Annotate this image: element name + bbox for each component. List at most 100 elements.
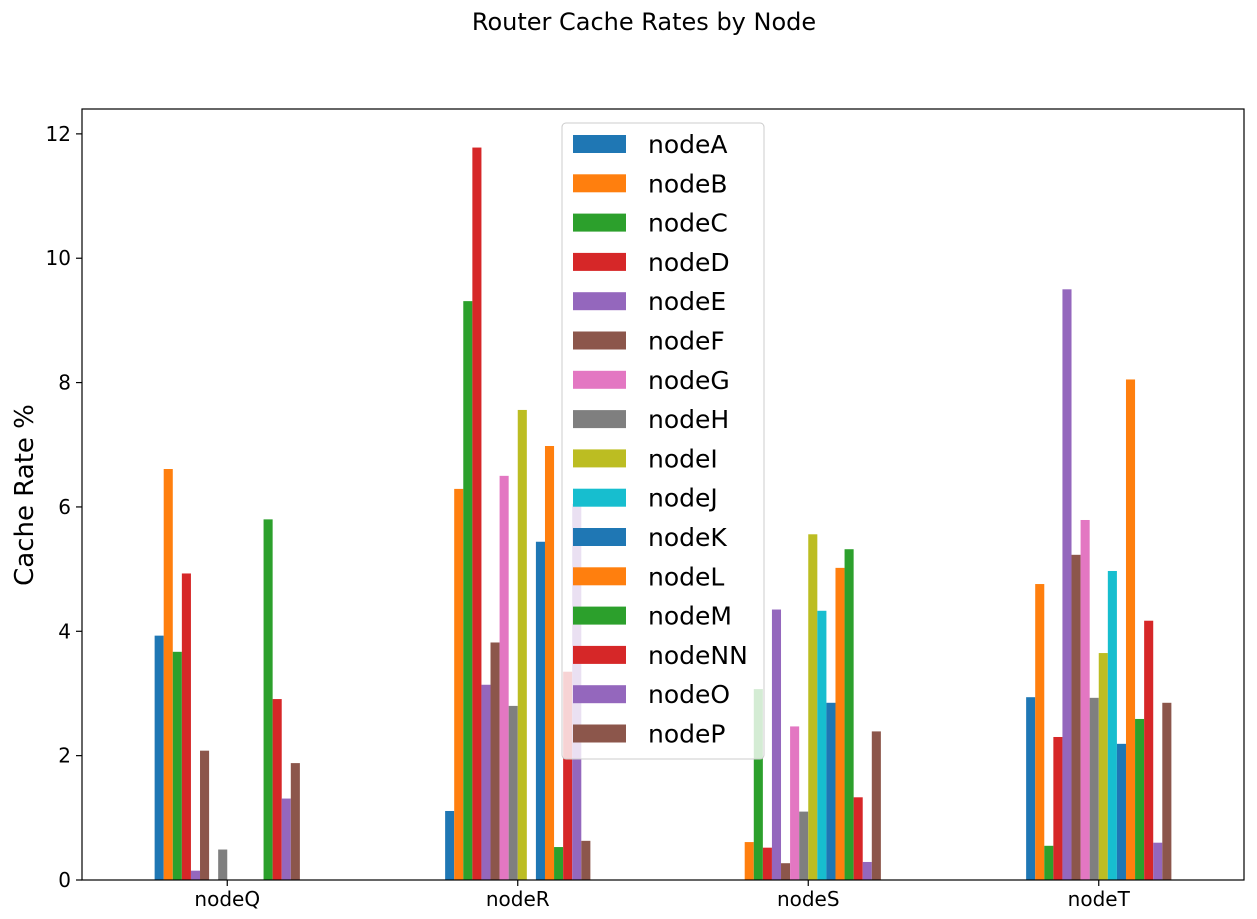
bars-group (154, 147, 1172, 881)
y-tick-label: 2 (58, 744, 71, 768)
bar-nodeE-nodeT (1062, 289, 1072, 880)
y-tick-label: 12 (46, 122, 71, 146)
bar-nodeA-nodeQ (154, 635, 164, 880)
x-axis: nodeQ nodeR nodeS nodeT (194, 880, 1131, 911)
legend-swatch-nodeM (573, 606, 626, 625)
y-axis: 0 2 4 6 8 10 12 (46, 122, 82, 892)
bar-nodeD-nodeS (762, 847, 772, 880)
bar-nodeI-nodeT (1098, 653, 1108, 880)
bar-nodeP-nodeQ (290, 763, 300, 880)
bar-nodeG-nodeR (499, 475, 509, 880)
bar-nodeI-nodeS (808, 534, 818, 880)
bar-nodeNN-nodeQ (272, 699, 282, 880)
bar-nodeC-nodeR (463, 301, 473, 880)
y-tick-label: 6 (58, 495, 71, 519)
legend-swatch-nodeL (573, 567, 626, 586)
bar-nodeE-nodeS (771, 609, 782, 880)
bar-nodeM-nodeS (844, 549, 854, 880)
bar-nodeL-nodeS (835, 567, 845, 880)
legend-swatch-nodeNN (573, 645, 626, 664)
bar-nodeC-nodeT (1044, 845, 1054, 880)
legend-label-nodeJ: nodeJ (648, 484, 718, 513)
bar-nodeM-nodeQ (263, 519, 273, 880)
bar-nodeJ-nodeT (1107, 570, 1117, 880)
bar-nodeC-nodeQ (172, 651, 182, 880)
legend-swatch-nodeK (573, 528, 626, 546)
bar-nodeJ-nodeS (817, 610, 827, 880)
bar-nodeL-nodeR (544, 446, 555, 880)
bar-nodeM-nodeT (1135, 718, 1145, 880)
bar-nodeE-nodeQ (190, 870, 201, 880)
bar-nodeG-nodeS (790, 726, 800, 880)
bar-nodeP-nodeR (581, 840, 591, 880)
bar-nodeH-nodeQ (218, 849, 228, 880)
bar-nodeF-nodeR (490, 642, 500, 880)
x-tick-label: nodeS (777, 887, 840, 911)
legend-label-nodeI: nodeI (648, 444, 718, 473)
bar-nodeNN-nodeR (563, 671, 573, 880)
bar-nodeB-nodeR (454, 488, 464, 880)
legend-label-nodeE: nodeE (648, 287, 726, 316)
legend-swatch-nodeE (573, 292, 626, 311)
bar-nodeA-nodeT (1026, 697, 1036, 880)
bar-nodeD-nodeQ (181, 573, 191, 880)
legend-label-nodeL: nodeL (648, 562, 724, 591)
bar-nodeG-nodeT (1080, 519, 1090, 880)
bar-nodeB-nodeT (1035, 584, 1045, 880)
legend-swatch-nodeJ (573, 488, 626, 507)
bar-nodeA-nodeR (445, 810, 455, 880)
x-tick-label: nodeT (1068, 887, 1131, 911)
legend-swatch-nodeC (573, 213, 626, 232)
x-tick-label: nodeQ (194, 887, 260, 911)
x-tick-label: nodeR (486, 887, 550, 911)
bar-nodeP-nodeT (1162, 702, 1172, 880)
bar-nodeB-nodeQ (163, 469, 173, 880)
bar-nodeK-nodeS (826, 702, 836, 880)
legend-swatch-nodeG (573, 370, 626, 389)
legend-swatch-nodeP (573, 724, 626, 743)
bar-nodeH-nodeS (799, 811, 809, 880)
legend-label-nodeC: nodeC (648, 209, 728, 238)
legend-swatch-nodeO (573, 685, 626, 704)
bar-nodeO-nodeS (862, 861, 872, 880)
legend-label-nodeM: nodeM (648, 602, 732, 631)
legend-swatch-nodeH (573, 410, 626, 429)
bar-nodeH-nodeR (508, 705, 518, 880)
y-tick-label: 4 (58, 619, 71, 643)
bar-nodeP-nodeS (871, 731, 881, 880)
bar-nodeM-nodeR (554, 847, 564, 880)
bar-nodeF-nodeQ (200, 750, 210, 880)
legend-swatch-nodeI (573, 449, 626, 468)
legend-swatch-nodeA (573, 135, 626, 153)
legend-swatch-nodeD (573, 252, 626, 271)
legend-label-nodeNN: nodeNN (648, 641, 748, 670)
bar-nodeF-nodeS (781, 863, 791, 880)
legend: nodeA nodeB nodeC nodeD nodeE nodeF nodeG nodeH… (561, 122, 765, 760)
bar-nodeH-nodeT (1089, 697, 1099, 880)
legend-swatch-nodeF (573, 331, 626, 350)
legend-label-nodeH: nodeH (648, 405, 729, 434)
bar-nodeNN-nodeT (1144, 620, 1154, 880)
legend-label-nodeG: nodeG (648, 366, 730, 395)
legend-swatch-nodeB (573, 174, 626, 193)
bar-nodeL-nodeT (1125, 379, 1136, 880)
legend-label-nodeA: nodeA (648, 130, 728, 159)
legend-label-nodeP: nodeP (648, 720, 725, 749)
bar-nodeK-nodeR (535, 541, 545, 880)
bar-nodeB-nodeS (744, 842, 754, 880)
legend-label-nodeK: nodeK (648, 523, 727, 552)
legend-label-nodeO: nodeO (648, 680, 730, 709)
legend-label-nodeD: nodeD (648, 248, 730, 277)
bar-nodeC-nodeS (753, 689, 763, 880)
legend-box (561, 122, 765, 760)
bar-nodeF-nodeT (1071, 554, 1081, 880)
legend-label-nodeB: nodeB (648, 169, 728, 198)
bar-nodeD-nodeR (472, 147, 482, 881)
y-tick-label: 10 (46, 246, 71, 270)
bar-nodeNN-nodeS (853, 797, 863, 880)
bar-nodeO-nodeT (1153, 842, 1163, 880)
legend-label-nodeF: nodeF (648, 327, 725, 356)
y-tick-label: 0 (58, 868, 71, 892)
y-tick-label: 8 (58, 371, 71, 395)
